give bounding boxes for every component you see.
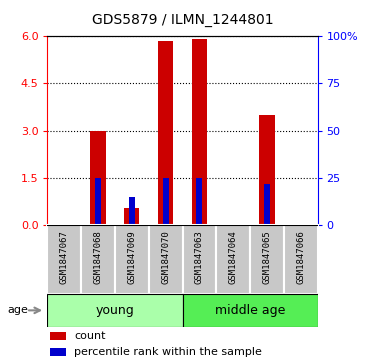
Text: count: count [74,331,106,341]
Bar [264,184,270,225]
Bar [182,294,318,327]
Bar [124,208,139,225]
Bar [158,41,173,225]
Text: GSM1847063: GSM1847063 [195,231,204,284]
Text: percentile rank within the sample: percentile rank within the sample [74,347,262,357]
Bar [162,178,169,225]
Bar [50,348,66,356]
Bar [216,225,250,294]
Text: GSM1847064: GSM1847064 [228,231,238,284]
Bar [149,225,182,294]
Bar [50,332,66,340]
Text: GSM1847065: GSM1847065 [262,231,272,284]
Bar [284,225,318,294]
Bar [250,225,284,294]
Bar [259,115,274,225]
Text: GSM1847068: GSM1847068 [93,231,103,284]
Bar [81,225,115,294]
Bar [115,225,149,294]
Text: age: age [7,305,28,315]
Bar [47,225,81,294]
Text: young: young [96,304,134,317]
Bar [47,294,182,327]
Bar [192,40,207,225]
Bar [196,178,203,225]
Bar [91,131,106,225]
Bar [129,197,135,225]
Text: GSM1847069: GSM1847069 [127,231,137,284]
Text: GSM1847066: GSM1847066 [296,231,305,284]
Text: middle age: middle age [215,304,285,317]
Bar [182,225,216,294]
Text: GDS5879 / ILMN_1244801: GDS5879 / ILMN_1244801 [92,13,273,27]
Text: GSM1847070: GSM1847070 [161,231,170,284]
Bar [95,178,101,225]
Text: GSM1847067: GSM1847067 [60,231,69,284]
